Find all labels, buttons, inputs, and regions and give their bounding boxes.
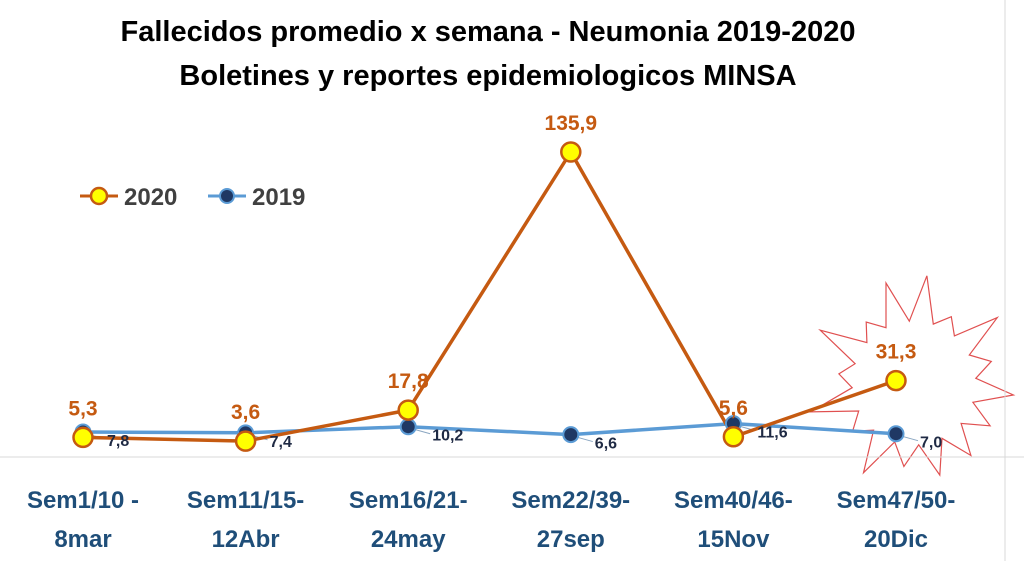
label-2019-2: 7,4 <box>270 434 292 451</box>
series-markers <box>72 141 907 452</box>
label-2019-1: 7,8 <box>107 433 129 450</box>
marker-2020-2 <box>234 430 257 452</box>
chart-subtitle: Boletines y reportes epidemiologicos MIN… <box>179 60 796 92</box>
data-labels: 7,8 7,4 10,2 6,6 11,6 7,0 5,3 3,6 17,8 135,9 5,6 31… <box>68 112 942 453</box>
label-2020-3: 17,8 <box>388 370 429 393</box>
marker-2020-4 <box>560 141 582 163</box>
x-tick-label-4: Sem22/39-27sep <box>511 487 630 553</box>
label-2020-4: 135,9 <box>545 112 598 135</box>
x-axis-ticks: Sem1/10 -8mar Sem11/15-12Abr Sem16/21-24ma… <box>27 487 955 553</box>
starburst-annotation <box>808 275 1016 477</box>
legend-marker-2020 <box>89 186 109 206</box>
legend-item-2020: 2020 <box>80 184 177 211</box>
legend-item-2019: 2019 <box>208 184 305 211</box>
x-tick-label-1: Sem1/10 -8mar <box>27 487 139 553</box>
x-tick-label-5: Sem40/46-15Nov <box>674 487 793 553</box>
label-2019-6: 7,0 <box>920 435 942 452</box>
line-2020 <box>82 150 897 443</box>
label-2020-1: 5,3 <box>68 397 97 420</box>
marker-2019-3 <box>399 418 417 436</box>
marker-2020-6 <box>885 369 907 392</box>
marker-2019-4 <box>562 426 580 444</box>
marker-2020-1 <box>72 426 94 449</box>
label-2019-5: 11,6 <box>757 425 787 442</box>
label-2020-6: 31,3 <box>876 341 917 364</box>
legend-label-2019: 2019 <box>252 184 305 211</box>
x-tick-label-2: Sem11/15-12Abr <box>187 487 304 553</box>
legend-label-2020: 2020 <box>124 184 177 211</box>
label-2019-3: 10,2 <box>432 428 463 445</box>
label-2019-4: 6,6 <box>595 436 617 453</box>
line-2019 <box>82 421 897 437</box>
x-tick-label-3: Sem16/21-24may <box>349 487 468 553</box>
marker-2020-5 <box>722 426 745 448</box>
legend-marker-2019 <box>219 188 235 204</box>
label-2020-2: 3,6 <box>231 401 260 424</box>
marker-2019-6 <box>887 425 905 443</box>
x-tick-label-6: Sem47/50-20Dic <box>837 487 956 553</box>
marker-2020-3 <box>397 399 419 421</box>
chart-title: Fallecidos promedio x semana - Neumonia … <box>121 16 856 48</box>
label-2020-5: 5,6 <box>719 397 748 420</box>
legend: 2020 2019 <box>80 184 305 211</box>
series-lines <box>82 150 897 443</box>
